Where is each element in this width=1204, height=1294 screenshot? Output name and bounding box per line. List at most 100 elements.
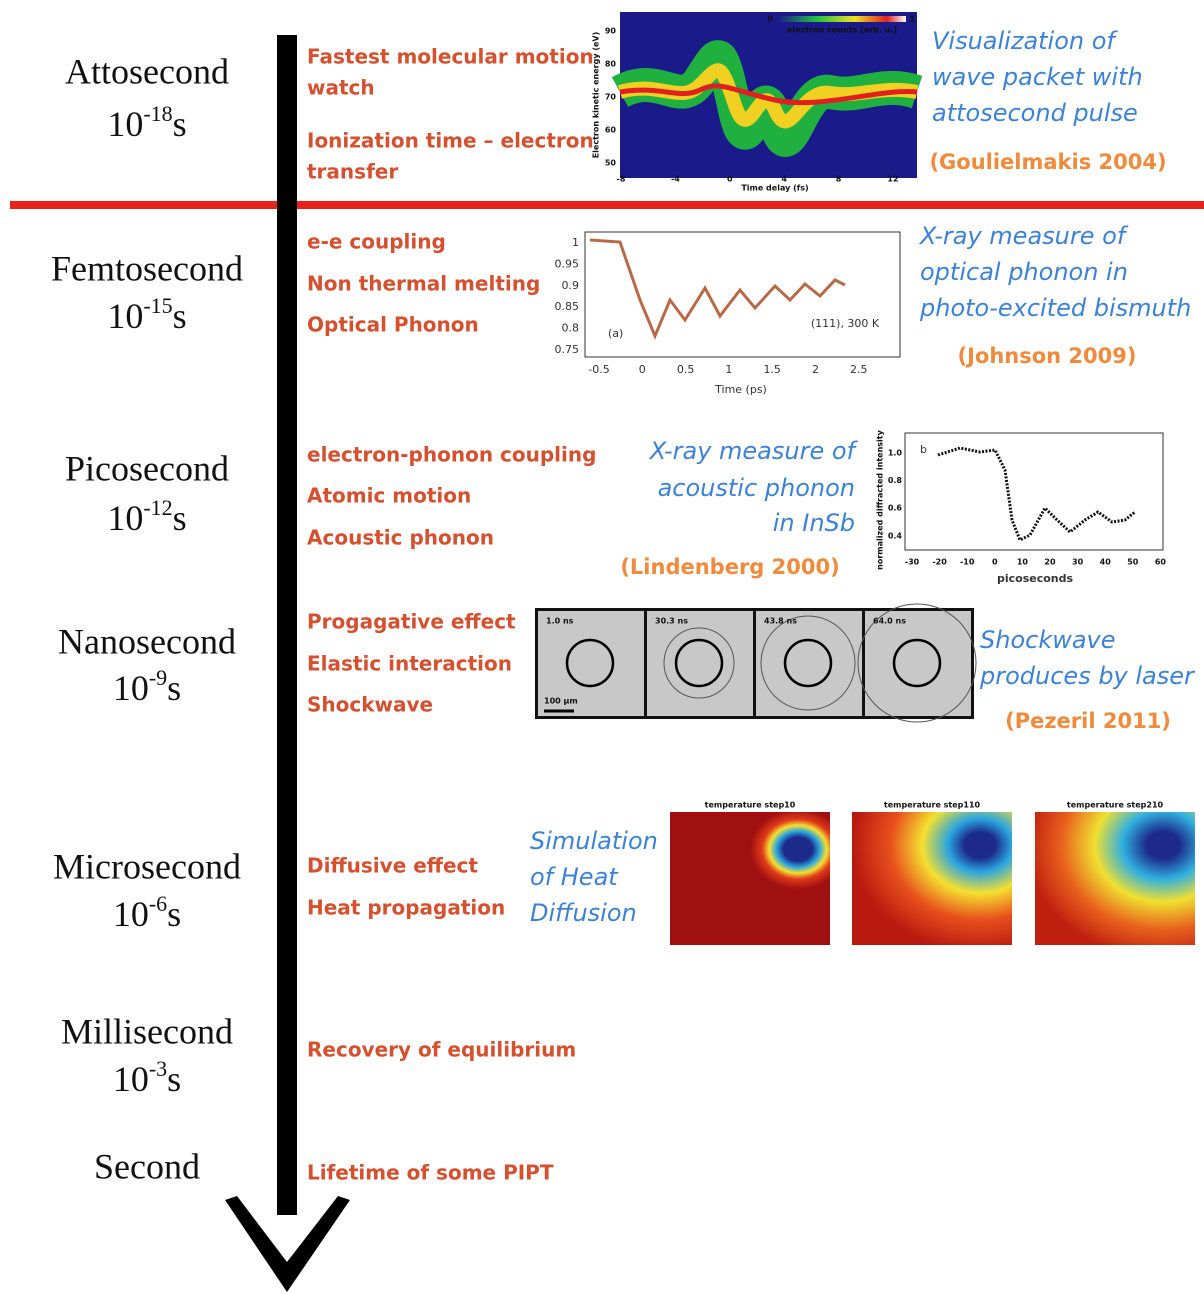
effect: Shockwave (307, 693, 433, 717)
colorbar-tick: 1 (909, 15, 915, 24)
scale-unit: s (173, 498, 187, 538)
frame (865, 611, 971, 716)
reference: (Pezeril 2011) (1005, 709, 1171, 733)
scale-value: 10-3s (113, 1056, 181, 1099)
scale-base: 10 (107, 104, 143, 144)
axis-label: normalized diffracted intensity (876, 429, 885, 569)
frame-label: 1.0 ns (546, 617, 574, 626)
frame (538, 611, 644, 716)
caption-line: of Heat (530, 863, 619, 891)
tick-label: -8 (617, 175, 626, 184)
scale-name: Nanosecond (58, 621, 236, 661)
scale-exponent: -6 (149, 891, 167, 916)
effect: Elastic interaction (307, 652, 512, 676)
shock-ring-outer (663, 627, 735, 699)
scale-base: 10 (113, 668, 149, 708)
caption-line: wave packet with (932, 63, 1143, 91)
scale-name: Millisecond (61, 1011, 233, 1051)
tick-label: 0 (992, 558, 998, 567)
reference: (Goulielmakis 2004) (929, 150, 1166, 174)
tick-label: -0.5 (588, 363, 609, 376)
effect: Optical Phonon (307, 313, 479, 337)
scale-name: Attosecond (65, 51, 229, 91)
tick-label: 50 (1127, 558, 1139, 567)
tick-label: 0.9 (562, 279, 580, 292)
panel-label: (a) (608, 327, 623, 340)
scale-value: 10-18s (107, 101, 186, 144)
shock-ring (674, 638, 724, 688)
frame (756, 611, 862, 716)
scale-unit: s (167, 894, 181, 934)
tick-label: 2.5 (850, 363, 868, 376)
tick-label: 0 (639, 363, 646, 376)
tick-label: 0 (727, 175, 733, 184)
colorbar-tick: 0 (767, 15, 773, 24)
timeline-shaft (277, 35, 297, 1215)
scale-base: 10 (107, 498, 143, 538)
tick-label: 0.95 (555, 257, 580, 270)
heatmap (852, 812, 1012, 945)
shock-ring-outer (760, 615, 856, 711)
scale-exponent: -18 (143, 101, 172, 126)
tick-label: 0.4 (888, 531, 903, 540)
tick-label: 2 (812, 363, 819, 376)
tick-label: 0.8 (888, 476, 903, 485)
scale-exponent: -12 (143, 495, 172, 520)
effect: Acoustic phonon (307, 526, 494, 550)
tick-label: 60 (605, 126, 617, 135)
scale-value: 10-15s (107, 293, 186, 336)
effect: Recovery of equilibrium (307, 1038, 576, 1062)
shock-ring (783, 638, 833, 688)
effect: Atomic motion (307, 484, 471, 508)
tick-label: 10 (1017, 558, 1029, 567)
tick-label: 0.6 (888, 504, 903, 513)
scale-name: Microsecond (53, 846, 241, 886)
tick-label: -20 (932, 558, 947, 567)
effect: transfer (307, 160, 398, 184)
scale-name: Second (94, 1146, 200, 1186)
tick-label: 12 (887, 175, 898, 184)
effect: Lifetime of some PIPT (307, 1161, 554, 1185)
axis-label: Time delay (fs) (741, 184, 808, 193)
tick-label: 0.8 (562, 322, 580, 335)
frame (647, 611, 753, 716)
heatmap-title: temperature step210 (1067, 801, 1164, 810)
scale-value: 10-9s (113, 665, 181, 708)
effect: electron-phonon coupling (307, 443, 596, 467)
caption-line: produces by laser (979, 662, 1196, 690)
femto-curve (589, 238, 846, 340)
tick-label: 60 (1155, 558, 1167, 567)
heatmap (1035, 812, 1195, 945)
shock-ring (565, 638, 615, 688)
tick-label: -4 (671, 175, 680, 184)
colorbar-label: electron counts [arb. u.] (787, 26, 897, 35)
effect: Diffusive effect (307, 854, 478, 878)
pico-plot (904, 432, 1164, 551)
caption-line: Visualization of (932, 27, 1118, 55)
tick-label: 8 (836, 175, 842, 184)
heatmap-title: temperature step110 (884, 801, 981, 810)
axis-label: Time (ps) (714, 383, 767, 396)
tick-label: 20 (1044, 558, 1056, 567)
tick-label: 70 (605, 93, 617, 102)
scale-unit: s (167, 1059, 181, 1099)
caption-line: X-ray measure of (648, 437, 859, 465)
tick-label: 1.5 (763, 363, 781, 376)
reference: (Johnson 2009) (958, 344, 1137, 368)
tick-label: -10 (960, 558, 975, 567)
tick-label: 90 (605, 27, 617, 36)
tick-label: 0.85 (555, 300, 580, 313)
tick-label: 0.5 (677, 363, 695, 376)
caption-line: photo-excited bismuth (919, 294, 1191, 322)
caption-line: Shockwave (980, 626, 1116, 654)
tick-label: 40 (1100, 558, 1112, 567)
tick-label: 1 (725, 363, 732, 376)
scale-base: 10 (107, 296, 143, 336)
heatmap-title: temperature step10 (705, 801, 796, 810)
frame-label: 30.3 ns (655, 617, 688, 626)
scale-bar-label: 100 µm (544, 697, 578, 706)
scale-base: 10 (113, 894, 149, 934)
scale-exponent: -3 (149, 1056, 167, 1081)
tick-label: 80 (605, 60, 617, 69)
